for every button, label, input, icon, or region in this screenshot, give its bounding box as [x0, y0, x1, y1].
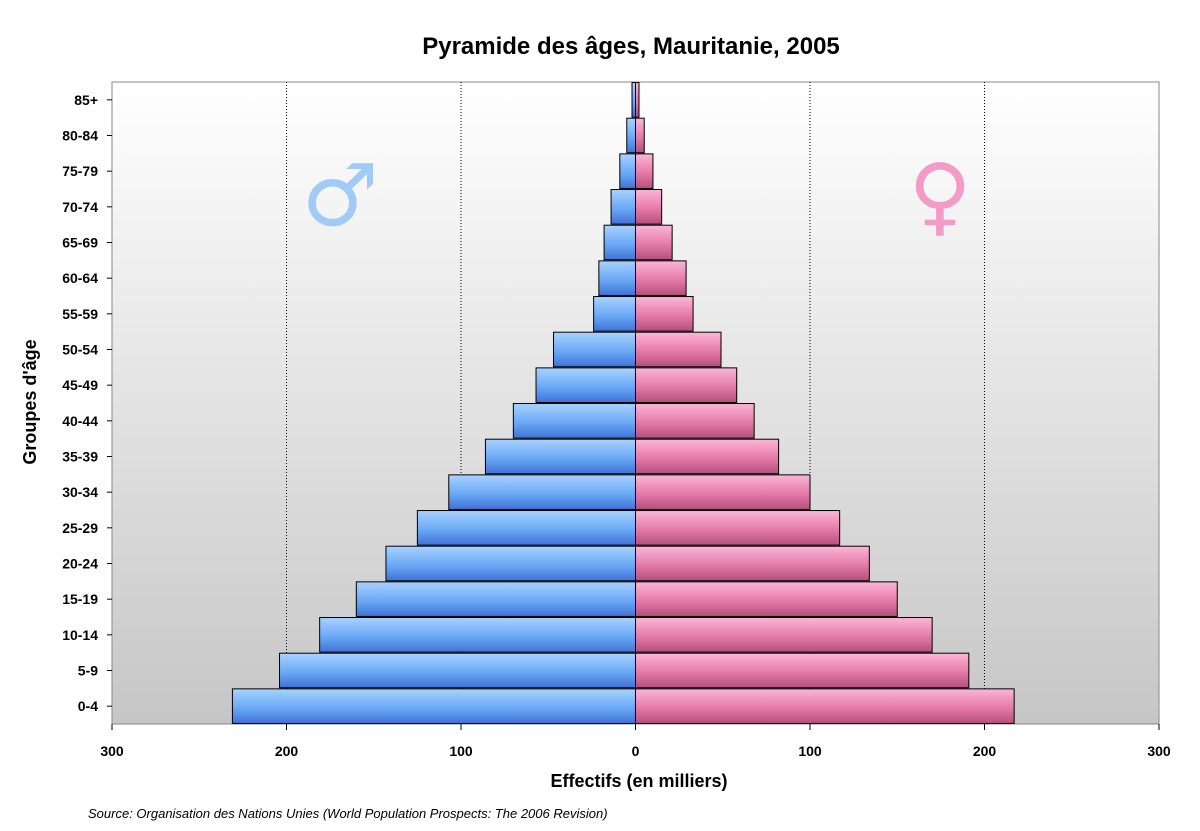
female-bar-70-74: [635, 189, 663, 225]
female-bar-85+: [635, 82, 640, 118]
x-tick-label: 200: [275, 743, 299, 759]
female-bar-80-84: [635, 117, 645, 154]
male-bar-45-49: [535, 367, 636, 403]
female-bar-50-54: [635, 331, 722, 368]
x-tick-labels: 300 200 100 0 100 200 300: [100, 724, 1171, 759]
female-bar-55-59: [635, 296, 694, 332]
female-bar-5-9: [635, 652, 970, 689]
female-bar-0-4: [635, 688, 1015, 724]
female-bar-30-34: [635, 474, 811, 510]
y-tick-label: 55-59: [62, 306, 98, 322]
male-bar-30-34: [448, 474, 636, 510]
y-tick-label: 45-49: [62, 377, 98, 393]
gridlines: [286, 82, 985, 724]
male-bar-10-14: [319, 617, 636, 653]
male-bar-5-9: [279, 652, 636, 689]
female-bar-75-79: [635, 153, 654, 189]
female-bar-25-29: [635, 510, 841, 546]
y-tick-label: 50-54: [62, 342, 98, 358]
female-bar-40-44: [635, 403, 755, 439]
y-tick-label: 15-19: [62, 591, 98, 607]
male-bar-75-79: [619, 153, 636, 189]
x-tick-label: 300: [1147, 743, 1171, 759]
x-tick-label: 200: [973, 743, 997, 759]
y-tick-labels: 0-4 5-9 10-14 15-19 20-24 25-29 30-34 35-39 40-4…: [62, 92, 112, 714]
x-tick-label: 100: [449, 743, 473, 759]
y-tick-label: 75-79: [62, 163, 98, 179]
y-tick-label: 20-24: [62, 556, 98, 572]
male-bar-80-84: [626, 117, 637, 154]
x-axis-title: Effectifs (en milliers): [550, 771, 727, 791]
male-bar-15-19: [355, 581, 636, 617]
male-bar-65-69: [603, 224, 637, 261]
y-tick-label: 70-74: [62, 199, 98, 215]
female-symbol-icon: ♀: [909, 146, 972, 246]
source-note: Source: Organisation des Nations Unies (…: [88, 806, 608, 821]
y-axis-title: Groupes d'âge: [20, 339, 40, 464]
chart-title: Pyramide des âges, Mauritanie, 2005: [422, 33, 840, 60]
y-tick-label: 5-9: [78, 663, 98, 679]
female-bar-45-49: [635, 367, 738, 403]
male-bar-25-29: [416, 510, 636, 546]
x-tick-label: 100: [798, 743, 822, 759]
x-tick-label: 0: [632, 743, 640, 759]
x-tick-label: 300: [100, 743, 124, 759]
y-tick-label: 30-34: [62, 484, 98, 500]
y-tick-label: 65-69: [62, 235, 98, 251]
male-bar-70-74: [610, 189, 637, 225]
y-tick-label: 80-84: [62, 128, 98, 144]
male-bar-50-54: [552, 331, 636, 368]
male-bar-55-59: [593, 296, 636, 332]
female-bar-35-39: [635, 438, 780, 475]
female-bar-60-64: [635, 260, 687, 296]
y-tick-label: 25-29: [62, 520, 98, 536]
male-bar-35-39: [484, 438, 636, 475]
female-bar-65-69: [635, 224, 673, 261]
y-tick-label: 10-14: [62, 627, 98, 643]
y-tick-label: 40-44: [62, 413, 98, 429]
y-tick-label: 60-64: [62, 270, 98, 286]
female-bar-15-19: [635, 581, 898, 617]
male-bar-20-24: [385, 545, 636, 582]
female-bar-20-24: [635, 545, 870, 582]
female-bar-10-14: [635, 617, 933, 653]
male-bar-60-64: [598, 260, 636, 296]
male-bar-0-4: [231, 688, 636, 724]
y-tick-label: 0-4: [78, 698, 98, 714]
y-tick-label: 35-39: [62, 449, 98, 465]
male-symbol-icon: ♂: [301, 146, 378, 246]
bars: [231, 82, 1015, 724]
male-bar-40-44: [512, 403, 636, 439]
male-bar-85+: [631, 82, 637, 118]
y-tick-label: 85+: [74, 92, 98, 108]
